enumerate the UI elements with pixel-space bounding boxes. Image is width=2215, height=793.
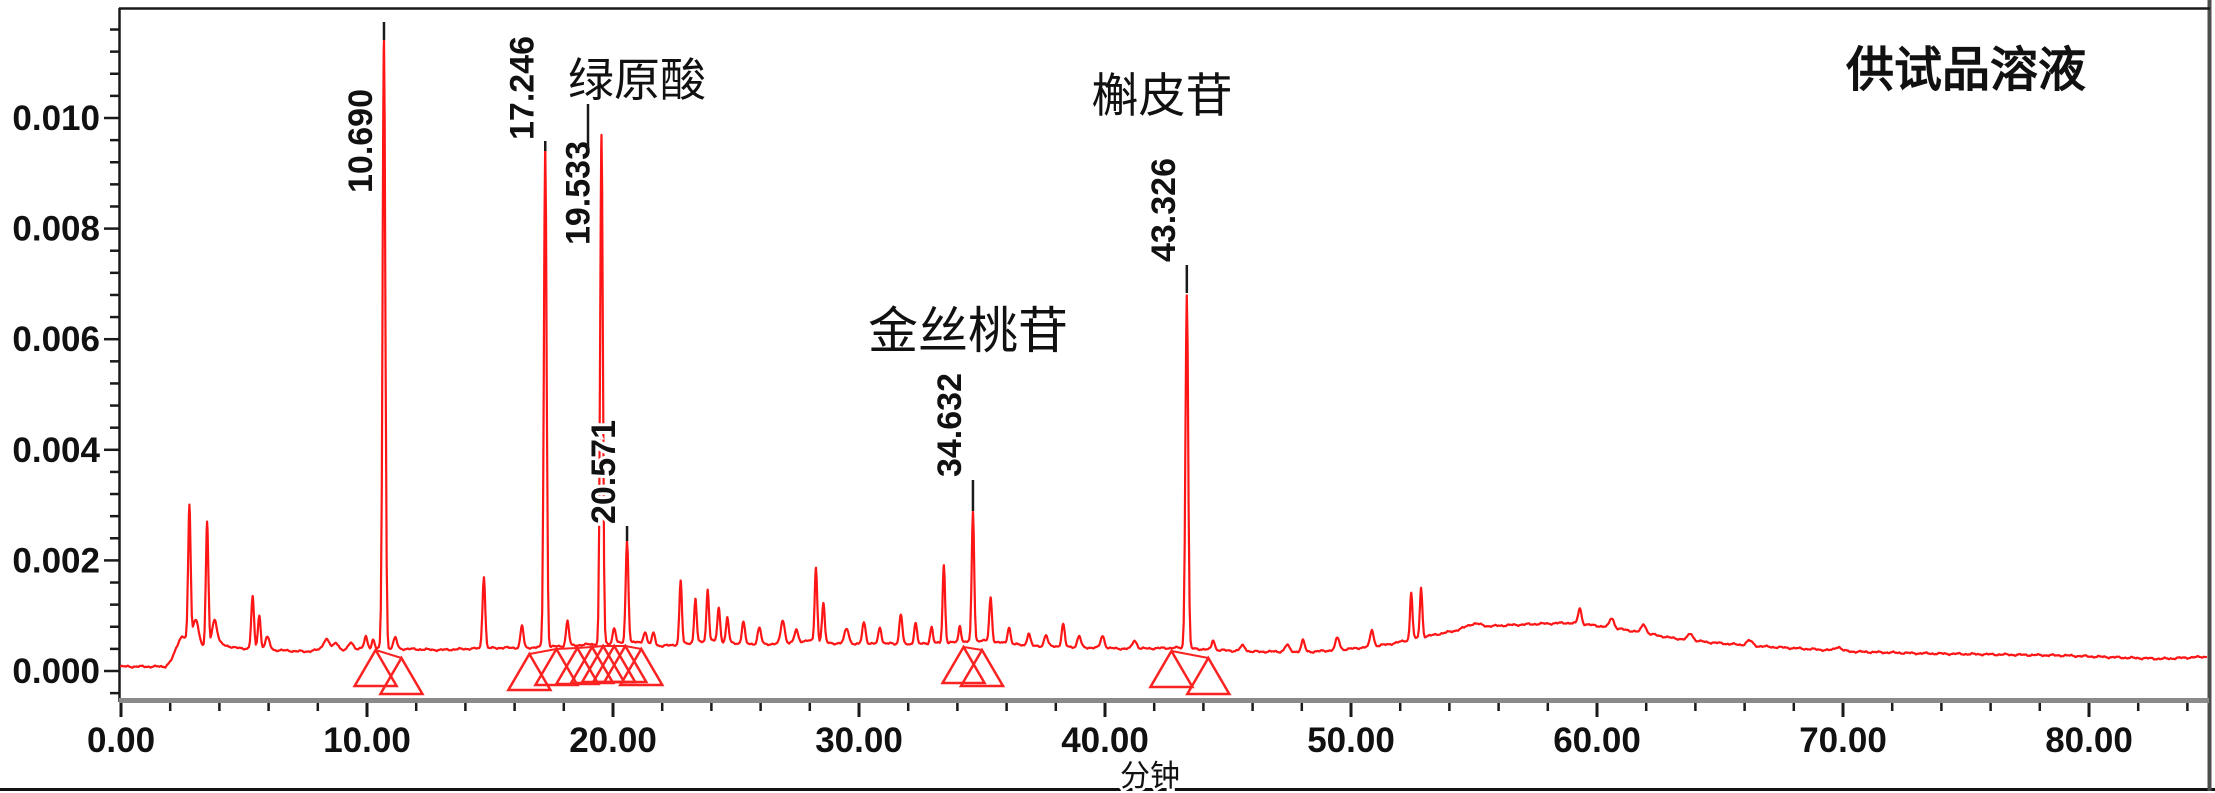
chromatogram-trace bbox=[119, 39, 2208, 669]
x-axis-title: 分钟 bbox=[1120, 760, 1180, 793]
integration-triangle-marker bbox=[1148, 648, 1195, 689]
x-tick-label: 10.00 bbox=[323, 721, 411, 760]
integration-baseline-segment bbox=[625, 645, 642, 650]
x-tick-label: 40.00 bbox=[1061, 721, 1149, 760]
x-tick-label: 20.00 bbox=[569, 721, 657, 760]
x-tick-label: 0.00 bbox=[87, 721, 155, 760]
integration-baseline-segment bbox=[556, 647, 578, 650]
compound-label: 绿原酸 bbox=[568, 55, 706, 106]
compound-label: 金丝桃苷 bbox=[868, 303, 1068, 359]
x-tick-label: 50.00 bbox=[1307, 721, 1395, 760]
integration-triangle-marker bbox=[958, 647, 1006, 688]
y-tick-label: 0.004 bbox=[12, 431, 100, 470]
y-tick-label: 0.000 bbox=[12, 652, 100, 691]
integration-baseline-segment bbox=[577, 646, 593, 649]
compound-label: 槲皮苷 bbox=[1092, 71, 1233, 123]
peak-rt-label: 34.632 bbox=[931, 373, 969, 477]
integration-triangle-marker bbox=[940, 644, 987, 685]
integration-triangle-marker bbox=[506, 651, 553, 692]
x-tick-label: 70.00 bbox=[1799, 721, 1887, 760]
y-tick-label: 0.002 bbox=[12, 541, 100, 580]
integration-triangle-marker bbox=[618, 646, 665, 687]
integration-baseline-segment bbox=[375, 649, 402, 659]
y-tick-label: 0.010 bbox=[12, 99, 100, 138]
integration-triangle-marker bbox=[1185, 655, 1232, 696]
integration-baseline-segment bbox=[1171, 650, 1209, 659]
x-tick-label: 80.00 bbox=[2045, 721, 2133, 760]
integration-triangle-marker bbox=[378, 655, 425, 696]
integration-baseline-segment bbox=[963, 646, 983, 651]
integration-baseline-segment bbox=[592, 645, 604, 648]
y-tick-label: 0.006 bbox=[12, 320, 100, 359]
integration-triangle-marker bbox=[352, 647, 399, 688]
integration-triangle-marker bbox=[602, 643, 649, 684]
integration-triangle-marker bbox=[533, 646, 580, 687]
sample-type-label: 供试品溶液 bbox=[1846, 44, 2086, 97]
y-tick-label: 0.008 bbox=[12, 210, 100, 249]
peak-rt-label: 20.571 bbox=[585, 420, 623, 524]
peak-rt-label: 17.246 bbox=[503, 36, 541, 140]
peak-rt-label: 10.690 bbox=[342, 89, 380, 193]
peak-rt-label: 43.326 bbox=[1145, 158, 1183, 262]
x-tick-label: 30.00 bbox=[815, 721, 903, 760]
x-tick-label: 60.00 bbox=[1553, 721, 1641, 760]
peak-rt-label: 19.533 bbox=[560, 141, 598, 245]
integration-baseline-segment bbox=[529, 648, 557, 655]
